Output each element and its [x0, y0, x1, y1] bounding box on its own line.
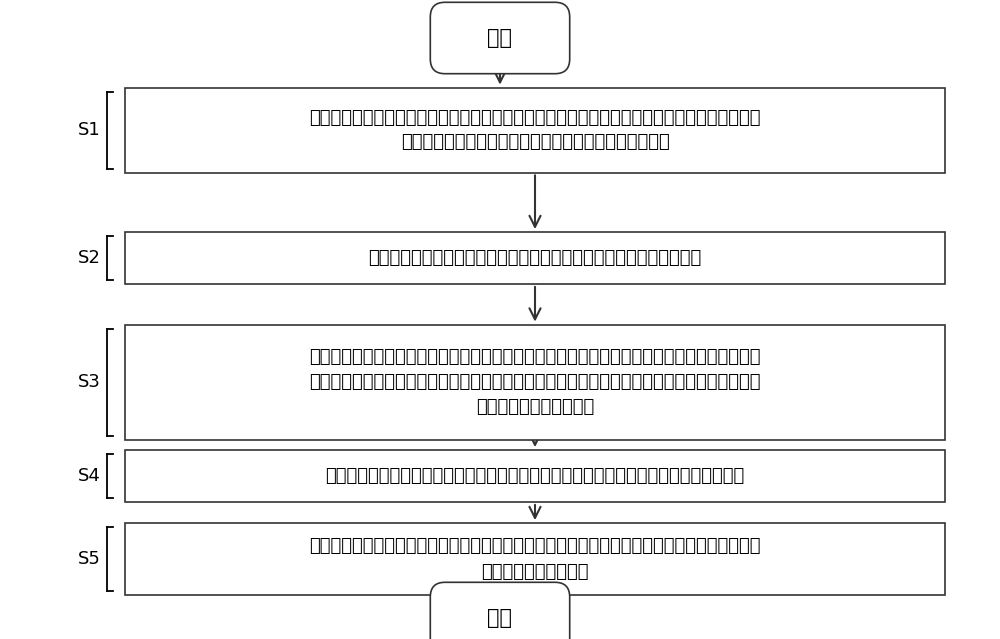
Text: S2: S2 [78, 249, 100, 267]
FancyBboxPatch shape [430, 3, 570, 73]
Text: 结束: 结束 [488, 608, 512, 628]
FancyBboxPatch shape [125, 232, 945, 284]
Text: S5: S5 [78, 550, 100, 568]
FancyBboxPatch shape [125, 450, 945, 502]
Text: 利用大数据平台对相同型号电池的电池健康状态参数进行采集，获取电池健康状态参数的数据库
，并根据数据库中的电池健康状态参数数据建立回归模型: 利用大数据平台对相同型号电池的电池健康状态参数进行采集，获取电池健康状态参数的数… [309, 109, 761, 151]
Text: 利用容量再生结果替换同一时刻的正常结果，生成组合结果，并将组合结果输出为电动汽车的电
池健康状态的估计结果: 利用容量再生结果替换同一时刻的正常结果，生成组合结果，并将组合结果输出为电动汽车… [309, 537, 761, 580]
Text: S4: S4 [78, 467, 100, 485]
FancyBboxPatch shape [125, 523, 945, 595]
Text: 将输出数据区分为离群点和正常点，并根据预设的电池健康状态数据阈值将离群点划分为容量再
生点和异常点，并对异常点进行均值处理；将容量再生点和被处理后的异常点均值代: 将输出数据区分为离群点和正常点，并根据预设的电池健康状态数据阈值将离群点划分为容… [309, 348, 761, 416]
FancyBboxPatch shape [430, 582, 570, 639]
Text: S3: S3 [78, 373, 100, 391]
FancyBboxPatch shape [125, 325, 945, 440]
Text: 将正常点进行数据分布平衡处理，并将处理后的正常点代入第二预测模型，生成正常结果: 将正常点进行数据分布平衡处理，并将处理后的正常点代入第二预测模型，生成正常结果 [325, 467, 745, 485]
Text: 开始: 开始 [488, 28, 512, 48]
Text: S1: S1 [78, 121, 100, 139]
FancyBboxPatch shape [125, 88, 945, 173]
Text: 利用回归模型对电池健康状态参数进行分析，获取回归模型的输出数据: 利用回归模型对电池健康状态参数进行分析，获取回归模型的输出数据 [368, 249, 702, 267]
